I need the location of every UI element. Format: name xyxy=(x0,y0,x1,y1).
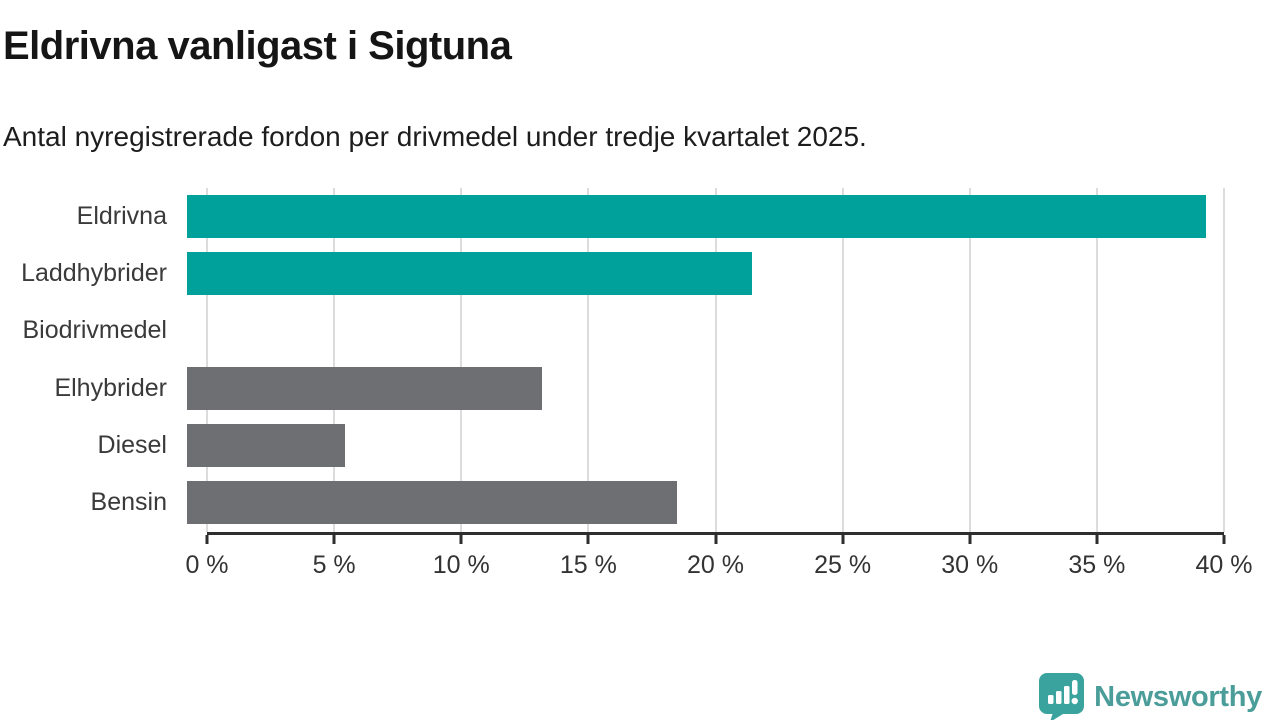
page: Eldrivna vanligast i Sigtuna Antal nyreg… xyxy=(0,22,1280,720)
chart-subtitle: Antal nyregistrerade fordon per drivmede… xyxy=(3,121,867,152)
axis-tick-label: 10 % xyxy=(432,550,490,579)
bar xyxy=(187,194,1206,238)
axis-tick-label: 40 % xyxy=(1195,550,1253,579)
category-label: Diesel xyxy=(97,431,167,460)
axis-tick xyxy=(1222,534,1226,544)
bar-track xyxy=(187,366,1224,410)
bar-track xyxy=(187,424,1224,468)
axis-tick xyxy=(1095,534,1099,544)
bar-row: Laddhybrider xyxy=(0,245,1224,302)
axis-tick-label: 15 % xyxy=(559,550,617,579)
bar-track xyxy=(187,194,1224,238)
category-label: Laddhybrider xyxy=(21,259,167,288)
axis-tick xyxy=(714,534,717,544)
category-label: Eldrivna xyxy=(76,201,167,230)
axis-tick xyxy=(841,534,845,544)
axis-tick xyxy=(586,534,590,544)
axis-tick-label: 25 % xyxy=(814,550,872,579)
axis-tick xyxy=(205,534,209,544)
category-label: Biodrivmedel xyxy=(22,316,167,345)
bar-row: Elhybrider xyxy=(0,360,1224,417)
axis-tick xyxy=(332,534,336,544)
bar-track xyxy=(187,481,1224,525)
bar-track xyxy=(187,252,1224,296)
chart-title: Eldrivna vanligast i Sigtuna xyxy=(3,24,512,68)
bar-row: Diesel xyxy=(0,417,1224,474)
newsworthy-logo-icon xyxy=(1039,673,1085,720)
bar-row: Bensin xyxy=(0,474,1224,531)
bar xyxy=(187,481,677,525)
bar-chart: Eldrivna Laddhybrider Biodrivmedel Elhybrid… xyxy=(0,187,1252,579)
axis-tick xyxy=(459,534,463,544)
axis-tick-label: 30 % xyxy=(941,550,999,579)
category-label: Bensin xyxy=(90,488,167,517)
bar-track xyxy=(187,309,1224,352)
brand-footer: Newsworthy xyxy=(1039,673,1262,720)
bar-rows: Eldrivna Laddhybrider Biodrivmedel Elhybrid… xyxy=(0,188,1224,532)
bar-row: Biodrivmedel xyxy=(0,302,1224,359)
axis-tick xyxy=(968,534,972,544)
axis-tick-label: 0 % xyxy=(185,550,229,579)
bar xyxy=(187,366,543,410)
bar-row: Eldrivna xyxy=(0,188,1224,245)
axis-tick-label: 20 % xyxy=(687,550,744,579)
axis-tick-label: 5 % xyxy=(312,550,356,579)
brand-name: Newsworthy xyxy=(1094,681,1262,713)
bar xyxy=(187,252,753,296)
axis-tick-label: 35 % xyxy=(1068,550,1126,579)
category-label: Elhybrider xyxy=(54,373,167,402)
x-axis: 0 % 5 % 10 % 15 % 20 % 25 % 30 % 35 % 40 % xyxy=(185,531,1252,579)
bar xyxy=(187,424,346,468)
